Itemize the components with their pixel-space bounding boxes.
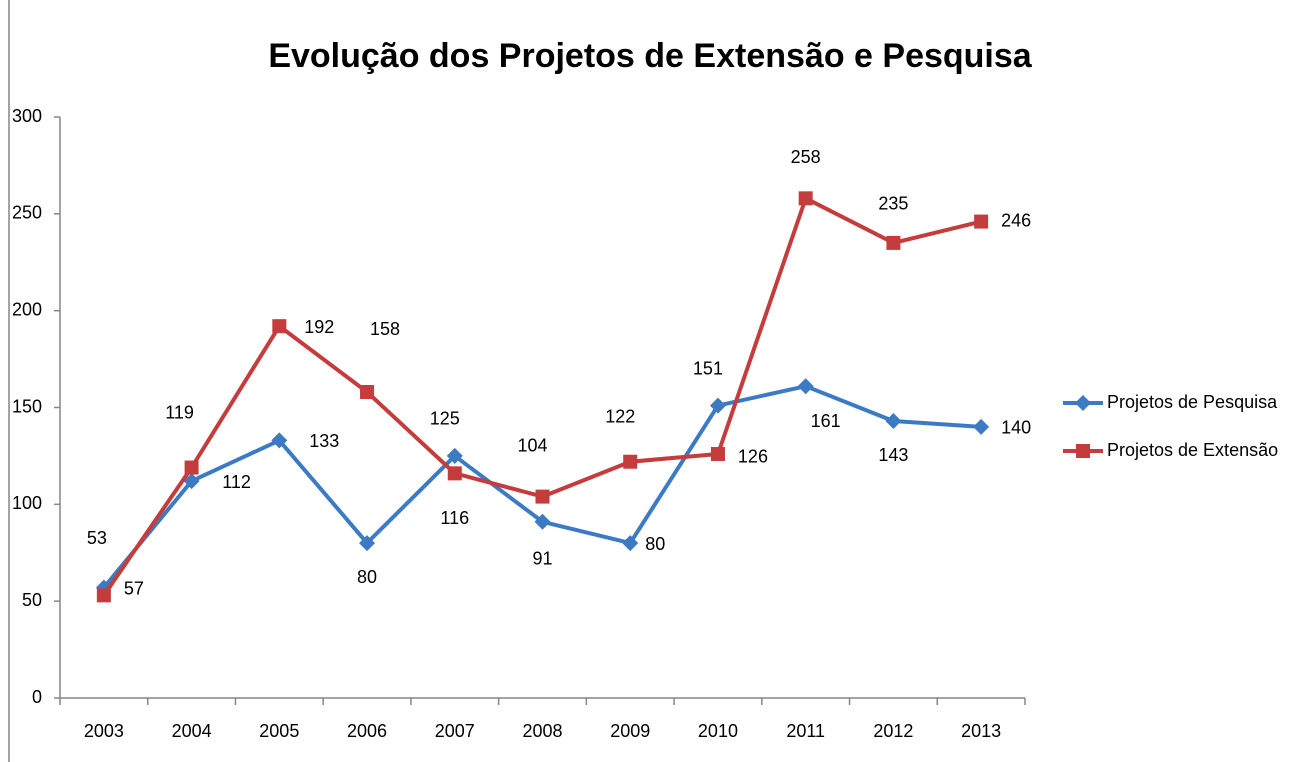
data-label: 246 [1001,210,1031,230]
data-label: 125 [430,409,460,429]
x-tick-label: 2008 [522,721,562,741]
point-marker [974,214,989,229]
x-tick-label: 2003 [84,721,124,741]
point-marker [709,397,726,414]
point-marker [885,413,902,430]
point-marker [798,191,813,206]
point-marker [447,466,462,481]
point-marker [534,513,551,530]
y-tick-label: 300 [12,106,42,126]
data-label: 112 [222,472,251,492]
point-marker [183,473,200,490]
y-tick-label: 100 [12,493,42,513]
x-tick-label: 2004 [172,721,212,741]
x-tick-label: 2011 [786,721,825,741]
point-marker [360,385,375,400]
point-marker [272,319,287,334]
data-label: 53 [87,528,107,548]
point-marker [973,418,990,435]
x-tick-label: 2013 [961,721,1001,741]
y-tick-label: 200 [12,299,42,319]
data-label: 91 [532,549,552,569]
point-marker [359,535,376,552]
x-tick-label: 2009 [610,721,650,741]
y-tick-label: 50 [22,590,42,610]
y-tick-label: 0 [32,687,42,707]
data-label: 235 [878,194,908,214]
legend-marker [1075,395,1091,411]
point-marker [622,535,639,552]
y-tick-label: 150 [12,396,42,416]
data-label: 258 [791,147,821,167]
data-label: 126 [738,447,768,467]
data-label: 119 [165,402,194,422]
data-label: 140 [1001,418,1031,438]
x-tick-label: 2010 [698,721,738,741]
point-marker [623,454,638,469]
legend-marker [1076,444,1090,458]
point-marker [535,489,550,504]
x-tick-label: 2006 [347,721,387,741]
data-label: 122 [605,406,635,426]
data-label: 151 [693,358,723,378]
point-marker [184,460,199,475]
series-line [102,196,982,597]
data-label: 80 [645,534,665,554]
x-tick-label: 2007 [435,721,475,741]
point-marker [96,588,111,603]
legend-label: Projetos de Extensão [1107,440,1278,460]
x-tick-label: 2012 [873,721,913,741]
point-marker [886,235,901,250]
data-label: 57 [124,578,144,598]
data-label: 143 [878,445,908,465]
point-marker [710,446,725,461]
point-marker [446,447,463,464]
chart-title: Evolução dos Projetos de Extensão e Pesq… [268,37,1032,75]
data-label: 104 [517,435,547,455]
legend-label: Projetos de Pesquisa [1107,392,1278,412]
x-tick-label: 2005 [259,721,299,741]
point-marker [797,378,814,395]
data-label: 192 [304,317,334,337]
data-label: 80 [357,567,377,587]
y-tick-label: 250 [12,203,42,223]
data-label: 133 [309,431,339,451]
data-label: 158 [370,319,400,339]
data-label: 161 [811,411,841,431]
data-label: 116 [440,508,469,528]
point-marker [271,432,288,449]
